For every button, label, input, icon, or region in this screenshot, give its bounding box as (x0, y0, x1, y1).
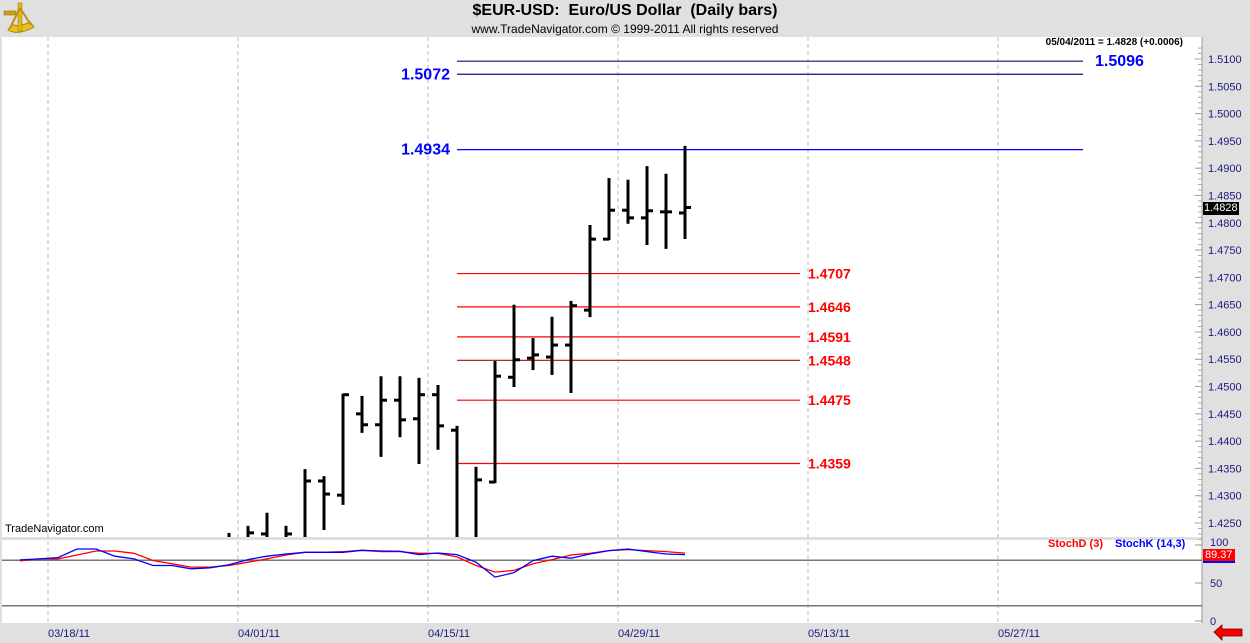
y-tick-label: 1.4800 (1208, 218, 1242, 230)
price-readout: 05/04/2011 = 1.4828 (+0.0006) (1045, 37, 1183, 48)
ohlc-bar (622, 179, 634, 224)
ohlc-bar (679, 145, 691, 240)
watermark: TradeNavigator.com (5, 523, 104, 535)
y-tick-label: 1.4650 (1208, 300, 1242, 312)
level-label: 1.4475 (808, 392, 851, 408)
legend-stochk: StochK (14,3) (1115, 538, 1186, 550)
price-panel (2, 37, 1202, 537)
ohlc-bar (432, 384, 444, 450)
stoch-y-tick-label: 0 (1210, 616, 1216, 628)
level-label: 1.4934 (401, 142, 450, 159)
level-label: 1.4646 (808, 299, 851, 315)
x-tick-label: 03/18/11 (48, 628, 90, 640)
x-tick-label: 05/13/11 (808, 628, 850, 640)
x-tick-label: 04/01/11 (238, 628, 280, 640)
level-label: 1.5072 (401, 66, 450, 83)
stoch-y-tick-label: 50 (1210, 578, 1222, 590)
ohlc-bar (489, 360, 501, 484)
ohlc-bar (451, 425, 459, 537)
scroll-left-arrow[interactable] (1213, 624, 1243, 641)
ohlc-bar (413, 377, 425, 464)
level-label: 1.5096 (1095, 53, 1144, 70)
sextant-icon (3, 2, 35, 33)
stochk-line (19, 548, 686, 578)
level-label: 1.4548 (808, 352, 851, 368)
ohlc-bar (508, 304, 520, 387)
ohlc-bar (246, 525, 254, 537)
ohlc-bar (303, 469, 311, 537)
y-tick-label: 1.4750 (1208, 245, 1242, 257)
y-tick-label: 1.4850 (1208, 190, 1242, 202)
level-label: 1.4591 (808, 329, 851, 345)
y-tick-label: 1.5000 (1208, 109, 1242, 121)
ohlc-bar (641, 166, 653, 246)
legend-stochd: StochD (3) (1048, 538, 1103, 550)
y-tick-label: 1.4350 (1208, 463, 1242, 475)
ohlc-bar (565, 300, 577, 393)
chart-title: $EUR-USD: Euro/US Dollar (Daily bars) (472, 2, 778, 19)
ohlc-bar (356, 395, 368, 433)
y-tick-label: 1.4550 (1208, 354, 1242, 366)
chart-subtitle: www.TradeNavigator.com © 1999-2011 All r… (471, 22, 779, 36)
x-tick-label: 04/29/11 (618, 628, 660, 640)
y-tick-label: 1.4500 (1208, 382, 1242, 394)
y-tick-label: 1.4600 (1208, 327, 1242, 339)
ohlc-bar (261, 512, 269, 537)
ohlc-bar (284, 525, 292, 537)
stoch-y-tick-label: 100 (1210, 537, 1228, 549)
ohlc-bar (394, 376, 406, 438)
y-tick-label: 1.4250 (1208, 518, 1242, 530)
last-price-badge: 1.4828 (1203, 202, 1239, 215)
ohlc-bar (527, 338, 539, 371)
y-tick-label: 1.4950 (1208, 136, 1242, 148)
y-tick-label: 1.4700 (1208, 272, 1242, 284)
y-tick-label: 1.5050 (1208, 81, 1242, 93)
y-tick-label: 1.4300 (1208, 491, 1242, 503)
ohlc-bar (474, 466, 482, 537)
ohlc-bar (375, 376, 387, 457)
y-tick-label: 1.4450 (1208, 409, 1242, 421)
level-label: 1.4707 (808, 266, 851, 282)
stoch-last-badge: 89.37 (1203, 549, 1235, 563)
stochastic-panel (2, 540, 1202, 623)
ohlc-bar (337, 393, 349, 505)
ohlc-bar (603, 178, 615, 241)
y-tick-label: 1.5100 (1208, 54, 1242, 66)
ohlc-bar (584, 225, 596, 318)
ohlc-bar (660, 173, 672, 249)
x-tick-label: 04/15/11 (428, 628, 470, 640)
level-label: 1.4359 (808, 456, 851, 472)
x-tick-label: 05/27/11 (998, 628, 1040, 640)
ohlc-bar (318, 476, 330, 531)
y-tick-label: 1.4400 (1208, 436, 1242, 448)
y-tick-label: 1.4900 (1208, 163, 1242, 175)
ohlc-bar (546, 316, 558, 375)
